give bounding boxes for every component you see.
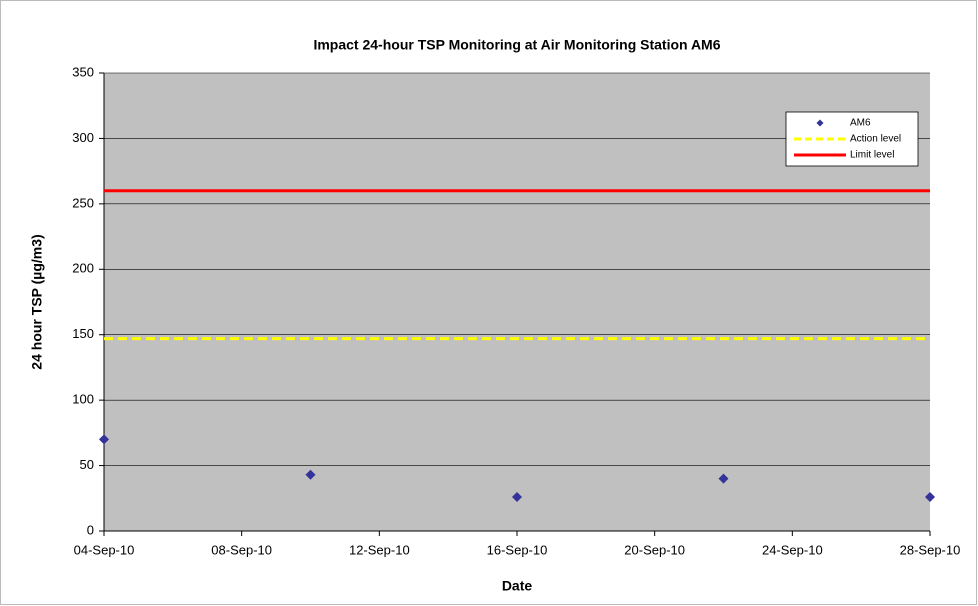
y-axis-label: 24 hour TSP (µg/m3) bbox=[29, 234, 45, 369]
y-tick-label: 300 bbox=[72, 130, 94, 145]
legend-marker bbox=[816, 119, 824, 127]
x-tick-label: 24-Sep-10 bbox=[762, 542, 823, 557]
y-tick-label: 250 bbox=[72, 195, 94, 210]
data-point bbox=[305, 469, 316, 480]
y-tick-label: 200 bbox=[72, 261, 94, 276]
x-tick-label: 08-Sep-10 bbox=[211, 542, 272, 557]
data-point bbox=[925, 491, 935, 502]
y-tick-label: 0 bbox=[87, 522, 94, 537]
y-tick-label: 350 bbox=[72, 64, 94, 79]
y-tick-label: 150 bbox=[72, 326, 94, 341]
data-point bbox=[512, 491, 522, 502]
x-tick-label: 28-Sep-10 bbox=[900, 542, 961, 557]
x-tick-label: 12-Sep-10 bbox=[349, 542, 410, 557]
legend: AM6 Action level Limit level bbox=[785, 111, 919, 167]
x-tick-label: 04-Sep-10 bbox=[74, 542, 135, 557]
data-point bbox=[99, 434, 109, 445]
legend-label: Action level bbox=[850, 134, 901, 145]
data-point bbox=[718, 473, 729, 484]
x-tick-label: 16-Sep-10 bbox=[487, 542, 548, 557]
x-axis-label: Date bbox=[502, 578, 533, 594]
y-tick-label: 100 bbox=[72, 392, 94, 407]
chart-title: Impact 24-hour TSP Monitoring at Air Mon… bbox=[313, 37, 720, 53]
x-tick-label: 20-Sep-10 bbox=[624, 542, 685, 557]
legend-label: AM6 bbox=[850, 118, 871, 129]
legend-label: Limit level bbox=[850, 150, 894, 161]
y-tick-label: 50 bbox=[80, 457, 94, 472]
